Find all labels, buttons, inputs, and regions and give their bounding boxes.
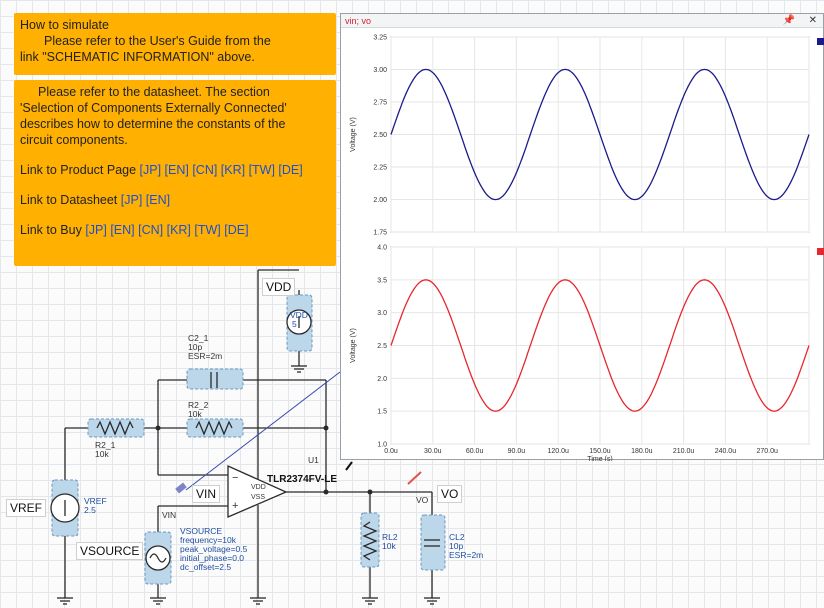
y-tick-label: 3.25: [373, 35, 387, 42]
simulate-title: How to simulate: [20, 18, 109, 32]
vsource-frequency: frequency=10k: [180, 535, 236, 545]
rl2-value: 10k: [382, 541, 396, 551]
buy-links[interactable]: [JP] [EN] [CN] [KR] [TW] [DE]: [85, 223, 249, 237]
x-tick-label: 90.0u: [508, 448, 526, 455]
datasheet-links[interactable]: [JP] [EN]: [120, 193, 171, 207]
y-tick-label: 2.5: [377, 343, 387, 350]
rl2-name: RL2: [382, 532, 398, 542]
opamp-part-label: TLR2374FV-LE: [267, 474, 338, 485]
y-axis-label: Voltage (V): [350, 328, 357, 363]
vdd-source-value: 5: [292, 319, 297, 329]
datasheet-line4: circuit components.: [20, 133, 128, 147]
c2-name: C2_1: [188, 333, 209, 343]
opamp-vdd-pin: VDD: [251, 484, 266, 491]
vin-net-label[interactable]: VIN: [192, 485, 221, 503]
r2-1-name: R2_1: [95, 440, 116, 450]
c2-value: 10p: [188, 342, 203, 352]
close-icon[interactable]: ✕: [808, 15, 817, 26]
legend-swatch-0: [817, 38, 824, 45]
vsource-phase: initial_phase=0.0: [180, 553, 245, 563]
x-tick-label: 240.0u: [715, 448, 737, 455]
u1-name: U1: [308, 455, 319, 465]
x-tick-label: 210.0u: [673, 448, 695, 455]
c2-esr: ESR=2m: [188, 351, 223, 361]
series-line-0: [390, 68, 810, 201]
y-tick-label: 2.00: [373, 197, 387, 204]
x-axis-label: Time (s): [587, 456, 612, 461]
opamp-minus: −: [232, 472, 239, 484]
opamp-plus: +: [232, 500, 239, 512]
product-page-label: Link to Product Page: [20, 163, 140, 177]
x-tick-label: 120.0u: [547, 448, 569, 455]
y-tick-label: 2.50: [373, 132, 387, 139]
y-tick-label: 2.0: [377, 376, 387, 383]
vdd-source-name: VDD: [290, 310, 308, 320]
vsource-peak: peak_voltage=0.5: [180, 544, 248, 554]
simulate-note: How to simulate Please refer to the User…: [14, 13, 336, 75]
pin-icon[interactable]: 📌: [782, 15, 795, 26]
buy-label: Link to Buy: [20, 223, 86, 237]
x-tick-label: 0.0u: [384, 448, 398, 455]
x-tick-label: 60.0u: [466, 448, 484, 455]
datasheet-link-label: Link to Datasheet: [20, 193, 121, 207]
x-tick-label: 180.0u: [631, 448, 653, 455]
datasheet-note: Please refer to the datasheet. The secti…: [14, 80, 336, 266]
vin-small-label: VIN: [162, 510, 177, 520]
y-tick-label: 2.25: [373, 165, 387, 172]
datasheet-line3: describes how to determine the constants…: [20, 117, 286, 131]
legend-swatch-1: [817, 248, 824, 255]
vo-small-label: VO: [416, 495, 429, 505]
cl2-name: CL2: [449, 532, 465, 542]
waveform-window-title[interactable]: vin; vo: [341, 14, 823, 28]
datasheet-line1: Please refer to the datasheet. The secti…: [38, 85, 270, 99]
x-tick-label: 30.0u: [424, 448, 442, 455]
cl2-value: 10p: [449, 541, 464, 551]
datasheet-line2: 'Selection of Components Externally Conn…: [20, 101, 287, 115]
vo-net-label[interactable]: VO: [437, 485, 463, 503]
y-tick-label: 3.5: [377, 277, 387, 284]
vref-source-name: VREF: [84, 496, 107, 506]
y-tick-label: 1.5: [377, 409, 387, 416]
waveform-window[interactable]: vin; vo 📌 ✕ 1.75 2.00 2.25 2.50 2.75 3.00 3.25…: [340, 13, 824, 461]
opamp-vss-pin: VSS: [251, 494, 266, 501]
y-tick-label: 3.00: [373, 67, 387, 74]
r2-1-value: 10k: [95, 449, 109, 459]
product-page-links[interactable]: [JP] [EN] [CN] [KR] [TW] [DE]: [139, 163, 303, 177]
vdd-net-label[interactable]: VDD: [262, 278, 296, 296]
vsource-name: VSOURCE: [180, 526, 223, 536]
vref-net-label[interactable]: VREF: [6, 499, 47, 517]
x-tick-label: 270.0u: [756, 448, 778, 455]
vref-source-value: 2.5: [84, 505, 96, 515]
r2-2-value: 10k: [188, 409, 202, 419]
waveform-plots: 1.75 2.00 2.25 2.50 2.75 3.00 3.25 Voltage (V) 1…: [350, 35, 824, 461]
y-tick-label: 3.0: [377, 310, 387, 317]
y-tick-label: 1.75: [373, 230, 387, 237]
y-tick-label: 4.0: [377, 245, 387, 252]
vsource-net-label[interactable]: VSOURCE: [76, 542, 144, 560]
y-axis-label: Voltage (V): [350, 117, 357, 152]
y-tick-label: 1.0: [377, 442, 387, 449]
series-line-1: [390, 279, 810, 412]
cl2-esr: ESR=2m: [449, 550, 484, 560]
x-tick-label: 150.0u: [589, 448, 611, 455]
y-tick-label: 2.75: [373, 100, 387, 107]
vsource-dc-offset: dc_offset=2.5: [180, 562, 232, 572]
simulate-line1: Please refer to the User's Guide from th…: [44, 34, 271, 48]
r2-2-name: R2_2: [188, 400, 209, 410]
simulate-line2: link "SCHEMATIC INFORMATION" above.: [20, 50, 255, 64]
